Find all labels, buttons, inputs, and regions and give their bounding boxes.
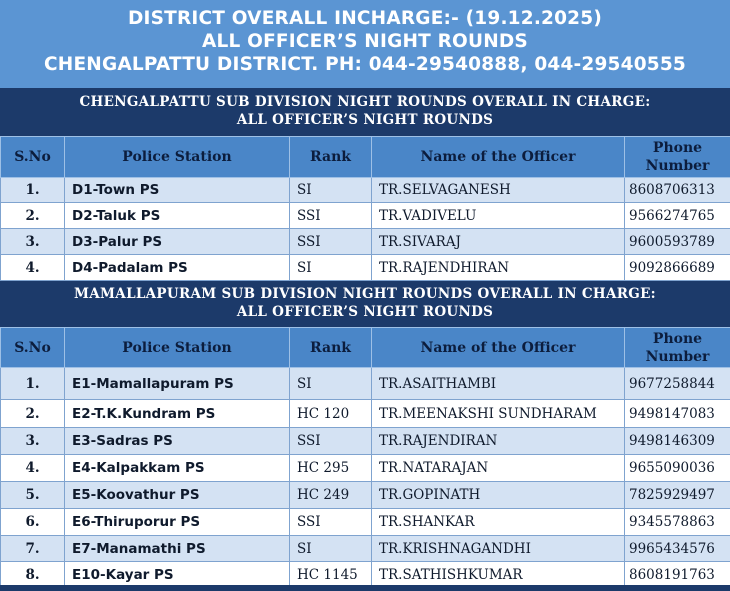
cell-phone: 9677258844: [624, 367, 730, 400]
cell-rank: SSI: [289, 508, 372, 536]
col-header-phone: Phone Number: [624, 327, 730, 368]
cell-phone: 9345578863: [624, 508, 730, 536]
cell-sno: 8.: [0, 561, 65, 589]
cell-station: E6-Thiruporur PS: [64, 508, 290, 536]
cell-rank: HC 120: [289, 399, 372, 428]
cell-station: E5-Koovathur PS: [64, 481, 290, 509]
col-header-officer: Name of the Officer: [371, 136, 625, 178]
cell-rank: SI: [289, 367, 372, 400]
col-header-rank: Rank: [289, 327, 372, 368]
cell-station: E3-Sadras PS: [64, 427, 290, 455]
table-row: 5. E5-Koovathur PS HC 249 TR.GOPINATH 782592…: [0, 481, 730, 509]
table-chengalpattu: S.No Police Station Rank Name of the Off…: [0, 136, 730, 281]
cell-phone: 9498147083: [624, 399, 730, 428]
cell-station: D3-Palur PS: [64, 228, 290, 255]
cell-station: E4-Kalpakkam PS: [64, 454, 290, 482]
cell-phone: 9566274765: [624, 202, 730, 229]
cell-sno: 1.: [0, 177, 65, 203]
cell-officer: TR.MEENAKSHI SUNDHARAM: [371, 399, 625, 428]
cell-rank: SSI: [289, 202, 372, 229]
table-row: 2. D2-Taluk PS SSI TR.VADIVELU 9566274765: [0, 202, 730, 229]
section-title-line-1: MAMALLAPURAM SUB DIVISION NIGHT ROUNDS O…: [74, 286, 656, 302]
table-row: 2. E2-T.K.Kundram PS HC 120 TR.MEENAKSHI SU…: [0, 399, 730, 428]
cell-phone: 7825929497: [624, 481, 730, 509]
cell-phone: 9655090036: [624, 454, 730, 482]
cell-rank: SI: [289, 177, 372, 203]
table-row: 1. D1-Town PS SI TR.SELVAGANESH 8608706313: [0, 177, 730, 203]
col-header-station: Police Station: [64, 136, 290, 178]
footer-strip: [0, 585, 730, 591]
cell-sno: 1.: [0, 367, 65, 400]
cell-officer: TR.SELVAGANESH: [371, 177, 625, 203]
cell-officer: TR.SHANKAR: [371, 508, 625, 536]
cell-sno: 5.: [0, 481, 65, 509]
table-row: 3. D3-Palur PS SSI TR.SIVARAJ 9600593789: [0, 228, 730, 255]
table-row: 8. E10-Kayar PS HC 1145 TR.SATHISHKUMAR 8608…: [0, 561, 730, 589]
section-title-mamallapuram: MAMALLAPURAM SUB DIVISION NIGHT ROUNDS O…: [0, 281, 730, 327]
cell-station: E1-Mamallapuram PS: [64, 367, 290, 400]
table-row: 6. E6-Thiruporur PS SSI TR.SHANKAR 934557886…: [0, 508, 730, 536]
cell-rank: SI: [289, 535, 372, 562]
table-row: 1. E1-Mamallapuram PS SI TR.ASAITHAMBI 96772…: [0, 367, 730, 400]
table-header-row: S.No Police Station Rank Name of the Off…: [0, 327, 730, 368]
section-title-line-2: ALL OFFICER’S NIGHT ROUNDS: [236, 304, 494, 320]
cell-officer: TR.ASAITHAMBI: [371, 367, 625, 400]
cell-rank: SSI: [289, 427, 372, 455]
cell-sno: 2.: [0, 399, 65, 428]
section-title-line-2: ALL OFFICER’S NIGHT ROUNDS: [236, 112, 494, 128]
cell-sno: 7.: [0, 535, 65, 562]
col-header-sno: S.No: [0, 327, 65, 368]
col-header-sno: S.No: [0, 136, 65, 178]
section-title-line-1: CHENGALPATTU SUB DIVISION NIGHT ROUNDS O…: [79, 94, 651, 110]
cell-station: D2-Taluk PS: [64, 202, 290, 229]
cell-rank: HC 249: [289, 481, 372, 509]
cell-station: D1-Town PS: [64, 177, 290, 203]
header-line-3: CHENGALPATTU DISTRICT. PH: 044-29540888,…: [43, 54, 686, 75]
col-header-station: Police Station: [64, 327, 290, 368]
cell-phone: 9092866689: [624, 254, 730, 281]
table-mamallapuram: S.No Police Station Rank Name of the Off…: [0, 327, 730, 589]
cell-station: D4-Padalam PS: [64, 254, 290, 281]
header-line-2: ALL OFFICER’S NIGHT ROUNDS: [202, 31, 528, 52]
cell-sno: 3.: [0, 427, 65, 455]
cell-rank: HC 295: [289, 454, 372, 482]
section-title-chengalpattu: CHENGALPATTU SUB DIVISION NIGHT ROUNDS O…: [0, 88, 730, 136]
cell-rank: SSI: [289, 228, 372, 255]
table-header-row: S.No Police Station Rank Name of the Off…: [0, 136, 730, 178]
cell-phone: 9600593789: [624, 228, 730, 255]
cell-station: E7-Manamathi PS: [64, 535, 290, 562]
cell-officer: TR.SIVARAJ: [371, 228, 625, 255]
cell-sno: 4.: [0, 454, 65, 482]
col-header-officer: Name of the Officer: [371, 327, 625, 368]
table-row: 4. E4-Kalpakkam PS HC 295 TR.NATARAJAN 96550…: [0, 454, 730, 482]
cell-officer: TR.SATHISHKUMAR: [371, 561, 625, 589]
cell-officer: TR.RAJENDHIRAN: [371, 254, 625, 281]
cell-sno: 4.: [0, 254, 65, 281]
table-row: 7. E7-Manamathi PS SI TR.KRISHNAGANDHI 99654…: [0, 535, 730, 562]
header-line-1: DISTRICT OVERALL INCHARGE:- (19.12.2025): [128, 8, 602, 29]
cell-phone: 8608706313: [624, 177, 730, 203]
cell-sno: 2.: [0, 202, 65, 229]
cell-phone: 8608191763: [624, 561, 730, 589]
cell-sno: 3.: [0, 228, 65, 255]
table-row: 3. E3-Sadras PS SSI TR.RAJENDIRAN 9498146309: [0, 427, 730, 455]
cell-phone: 9498146309: [624, 427, 730, 455]
table-row: 4. D4-Padalam PS SI TR.RAJENDHIRAN 909286668…: [0, 254, 730, 281]
district-header: DISTRICT OVERALL INCHARGE:- (19.12.2025)…: [0, 0, 730, 88]
cell-officer: TR.RAJENDIRAN: [371, 427, 625, 455]
cell-officer: TR.VADIVELU: [371, 202, 625, 229]
col-header-phone: Phone Number: [624, 136, 730, 178]
cell-rank: SI: [289, 254, 372, 281]
cell-officer: TR.KRISHNAGANDHI: [371, 535, 625, 562]
cell-phone: 9965434576: [624, 535, 730, 562]
cell-officer: TR.NATARAJAN: [371, 454, 625, 482]
cell-officer: TR.GOPINATH: [371, 481, 625, 509]
col-header-rank: Rank: [289, 136, 372, 178]
cell-sno: 6.: [0, 508, 65, 536]
cell-station: E2-T.K.Kundram PS: [64, 399, 290, 428]
